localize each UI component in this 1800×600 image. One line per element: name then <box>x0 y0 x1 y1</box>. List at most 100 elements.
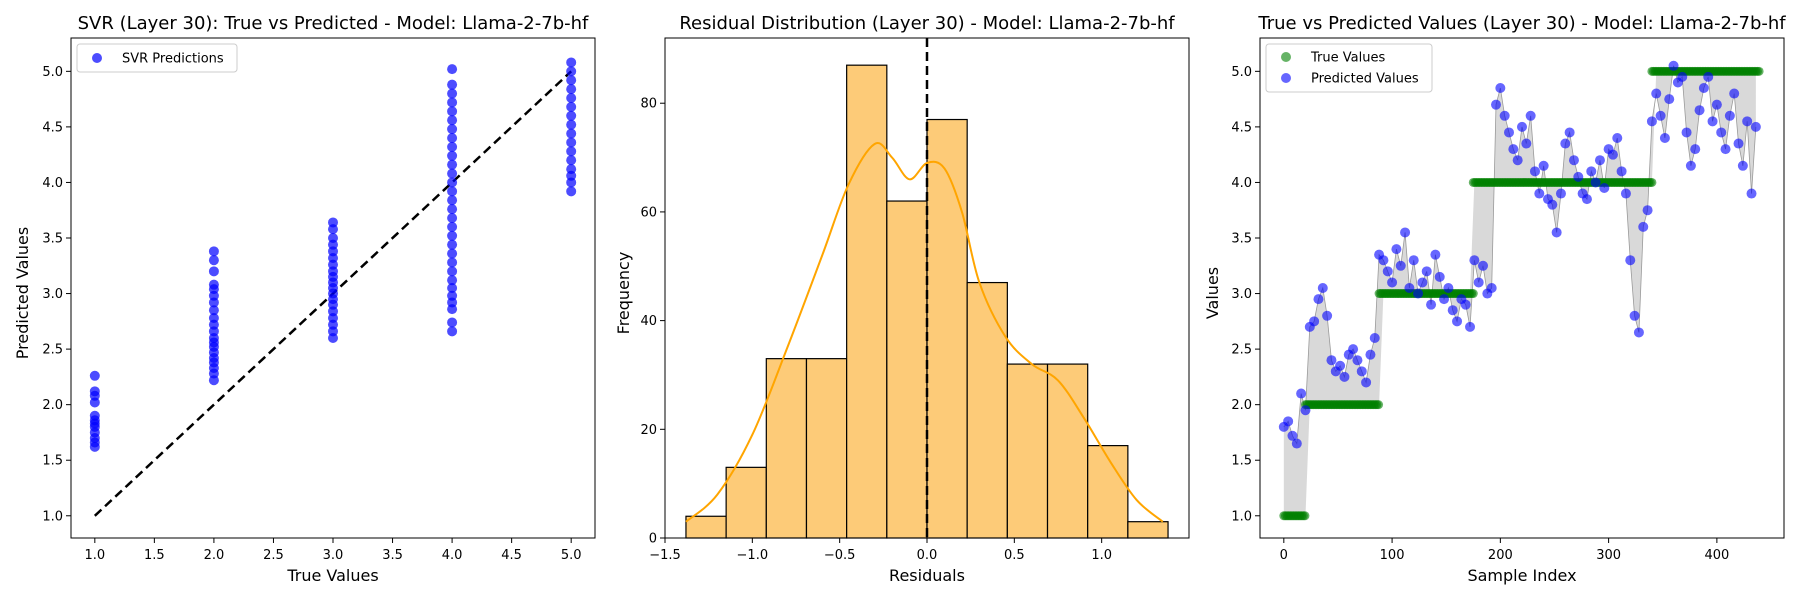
predicted-value-point <box>1508 144 1519 155</box>
scatter-point <box>208 266 219 277</box>
histogram-bar <box>846 64 888 539</box>
predicted-value-point <box>1581 194 1592 205</box>
predicted-value-point <box>1590 177 1601 188</box>
scatter-point <box>566 110 577 121</box>
y-tick-label: 3.0 <box>42 287 63 302</box>
legend-label-true-values: True Values <box>1310 51 1385 66</box>
predicted-value-point <box>1716 127 1727 138</box>
predicted-value-point <box>1729 88 1740 99</box>
predicted-value-point <box>1651 88 1662 99</box>
true-value-point <box>1300 511 1310 521</box>
x-tick-label: 0 <box>1280 548 1288 563</box>
predicted-value-point <box>1413 288 1424 299</box>
scatter-point <box>447 186 458 197</box>
y-tick-label: 1.5 <box>42 454 63 469</box>
true-value-point <box>1754 66 1764 76</box>
x-tick-label: 4.0 <box>442 548 463 563</box>
predicted-value-point <box>1551 227 1562 238</box>
histogram-bar <box>1127 521 1169 539</box>
predicted-value-point <box>1499 110 1510 121</box>
y-tick-label: 0 <box>649 532 657 547</box>
scatter-point <box>566 66 577 77</box>
scatter-point <box>566 164 577 175</box>
predicted-value-point <box>1698 83 1709 93</box>
y-tick-label: 4.5 <box>1231 120 1252 135</box>
y-tick-label: 4.0 <box>42 176 63 191</box>
y-tick-label: 4.0 <box>1231 176 1252 191</box>
predicted-value-point <box>1534 188 1545 199</box>
predicted-value-point <box>1521 138 1532 149</box>
x-tick-label: −1.0 <box>737 548 769 563</box>
predicted-value-point <box>1300 405 1311 416</box>
scatter-point <box>447 257 458 268</box>
predicted-value-point <box>1694 105 1705 116</box>
y-tick-label: 80 <box>640 97 657 112</box>
legend-marker-svr-predictions <box>92 53 102 63</box>
predicted-value-point <box>1538 160 1549 171</box>
predicted-value-point <box>1356 366 1367 377</box>
predicted-value-point <box>1599 183 1610 193</box>
x-tick-label: 4.5 <box>501 548 522 563</box>
predicted-value-point <box>1512 155 1523 166</box>
predicted-value-point <box>1529 166 1540 177</box>
histogram-bar <box>926 118 968 539</box>
x-tick-label: −1.5 <box>649 548 681 563</box>
predicted-value-point <box>1361 377 1372 388</box>
scatter-point <box>447 317 458 328</box>
predicted-value-point <box>1616 166 1627 177</box>
predicted-value-point <box>1586 166 1597 177</box>
scatter-point <box>208 279 219 290</box>
scatter-point <box>208 246 219 257</box>
scatter-point <box>208 255 219 266</box>
predicted-value-point <box>1417 277 1428 288</box>
predicted-value-point <box>1447 305 1458 316</box>
scatter-point <box>447 195 458 206</box>
predicted-value-point <box>1365 349 1376 360</box>
scatter-point <box>447 79 458 90</box>
predicted-value-point <box>1612 133 1623 143</box>
predicted-value-point <box>1668 60 1679 71</box>
scatter-point <box>447 106 458 117</box>
true-value-point <box>1374 400 1384 410</box>
predicted-value-point <box>1382 266 1393 277</box>
scatter-point <box>447 159 458 170</box>
y-tick-label: 1.5 <box>1231 454 1252 469</box>
y-axis-title: Frequency <box>614 252 633 335</box>
predicted-value-point <box>1287 430 1298 441</box>
predicted-value-point <box>1491 99 1502 110</box>
predicted-value-point <box>1555 188 1566 199</box>
predicted-value-point <box>1465 321 1476 332</box>
y-tick-label: 5.0 <box>42 65 63 80</box>
scatter-point <box>566 93 577 103</box>
predicted-value-point <box>1400 227 1411 238</box>
y-tick-label: 2.0 <box>42 398 63 413</box>
panel-title: True vs Predicted Values (Layer 30) - Mo… <box>1257 13 1786 34</box>
predicted-value-point <box>1620 188 1631 199</box>
y-tick-label: 1.0 <box>42 509 63 524</box>
x-tick-label: 400 <box>1704 548 1729 563</box>
predicted-value-point <box>1460 299 1471 310</box>
predicted-value-point <box>1339 371 1350 382</box>
y-tick-label: 2.0 <box>1231 398 1252 413</box>
y-axis-title: Predicted Values <box>13 227 32 359</box>
true-value-point <box>1647 177 1657 187</box>
histogram-bar <box>805 358 848 539</box>
predicted-value-point <box>1629 310 1640 321</box>
y-tick-label: 4.5 <box>42 120 63 135</box>
scatter-point <box>447 88 458 99</box>
x-tick-label: 2.5 <box>263 548 284 563</box>
scatter-point <box>328 233 338 243</box>
predicted-value-point <box>1309 316 1320 327</box>
predicted-value-point <box>1560 138 1571 149</box>
predicted-value-point <box>1443 283 1454 293</box>
histogram-bar <box>886 200 928 539</box>
scatter-point <box>566 137 577 148</box>
scatter-point <box>447 204 458 215</box>
x-tick-label: 1.0 <box>84 548 105 563</box>
y-tick-label: 5.0 <box>1231 65 1252 80</box>
predicted-value-point <box>1547 199 1558 210</box>
histogram-bar <box>1046 363 1089 539</box>
scatter-point <box>447 248 458 259</box>
scatter-point <box>89 410 100 421</box>
scatter-point <box>566 119 577 130</box>
